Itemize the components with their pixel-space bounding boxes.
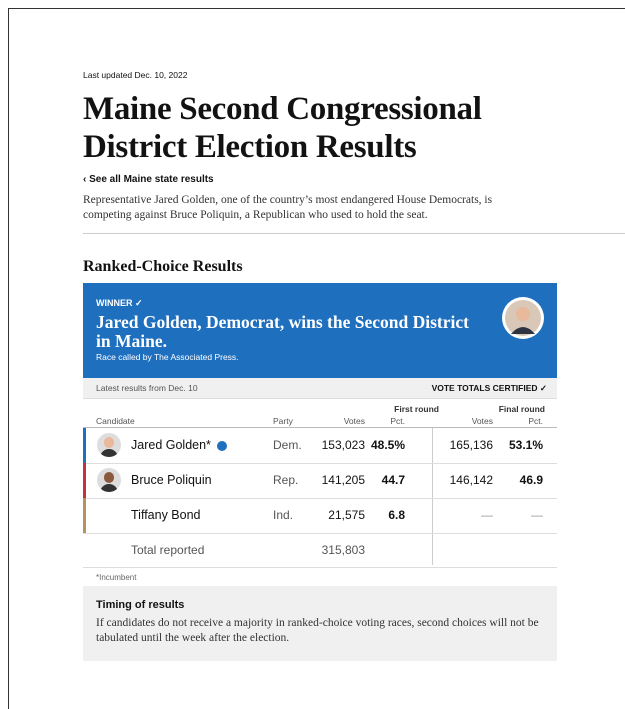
candidate-row: Tiffany Bond Ind. 21,575 6.8 — —	[83, 498, 557, 534]
candidate-name: Jared Golden*	[131, 428, 211, 463]
winner-box: WINNER ✓ Jared Golden, Democrat, wins th…	[83, 283, 557, 378]
winner-credit: Race called by The Associated Press.	[96, 352, 239, 362]
candidate-name: Tiffany Bond	[131, 498, 201, 533]
certified: VOTE TOTALS CERTIFIED ✓	[432, 383, 547, 394]
timing-text: If candidates do not receive a majority …	[96, 616, 546, 646]
party-bar	[83, 498, 86, 533]
back-link[interactable]: ‹ See all Maine state results	[83, 174, 214, 185]
avatar-body	[100, 449, 118, 457]
final-votes: 165,136	[450, 428, 493, 463]
avatar-body	[100, 484, 118, 492]
page: {"updated": "Last updated Dec. 10, 2022"…	[0, 0, 625, 679]
verified-badge	[217, 441, 227, 451]
pct: 44.7	[382, 463, 405, 498]
party: Dem.	[273, 428, 302, 463]
winner-photo	[501, 296, 545, 340]
column-header: Votes	[344, 416, 365, 426]
footnote: *Incumbent	[96, 573, 136, 582]
avatar-face	[104, 437, 114, 448]
column-header: Pct.	[390, 416, 405, 426]
candidate-row: Bruce Poliquin Rep. 141,205 44.7 146,142 46.9	[83, 463, 557, 499]
final-votes: 146,142	[450, 463, 493, 498]
round-header: Final round	[499, 404, 545, 414]
description: Representative Jared Golden, one of the …	[83, 193, 543, 223]
total-label: Total reported	[131, 533, 204, 568]
final-votes: —	[481, 498, 493, 533]
total-votes: 315,803	[322, 533, 365, 568]
pct: 48.5%	[371, 428, 405, 463]
section-title: Ranked-Choice Results	[83, 258, 243, 276]
title: Maine Second Congressional District Elec…	[83, 90, 513, 166]
party-bar	[83, 463, 86, 498]
votes: 153,023	[322, 428, 365, 463]
column-header: Votes	[472, 416, 493, 426]
final-pct: 53.1%	[509, 428, 543, 463]
candidate-name: Bruce Poliquin	[131, 463, 212, 498]
votes: 141,205	[322, 463, 365, 498]
timing-box: Timing of results If candidates do not r…	[83, 586, 557, 661]
table-meta: Latest results from Dec. 10 VOTE TOTALS …	[83, 378, 557, 399]
pct: 6.8	[388, 498, 405, 533]
avatar	[97, 468, 121, 492]
party-bar	[83, 428, 86, 463]
round-header: First round	[394, 404, 439, 414]
party: Rep.	[273, 463, 298, 498]
final-pct: 46.9	[520, 463, 543, 498]
total-row: Total reported 315,803	[83, 533, 557, 568]
divider	[83, 233, 625, 234]
winner-headline: Jared Golden, Democrat, wins the Second …	[96, 313, 476, 351]
avatar-face	[104, 472, 114, 483]
column-header: Party	[273, 416, 293, 426]
party: Ind.	[273, 498, 293, 533]
avatar	[97, 433, 121, 457]
updated: Last updated Dec. 10, 2022	[83, 70, 187, 80]
votes: 21,575	[328, 498, 365, 533]
column-header: Pct.	[528, 416, 543, 426]
timing-title: Timing of results	[96, 599, 184, 611]
final-pct: —	[531, 498, 543, 533]
column-header: Candidate	[96, 416, 135, 426]
latest: Latest results from Dec. 10	[96, 383, 198, 393]
winner-label: WINNER ✓	[96, 298, 143, 309]
